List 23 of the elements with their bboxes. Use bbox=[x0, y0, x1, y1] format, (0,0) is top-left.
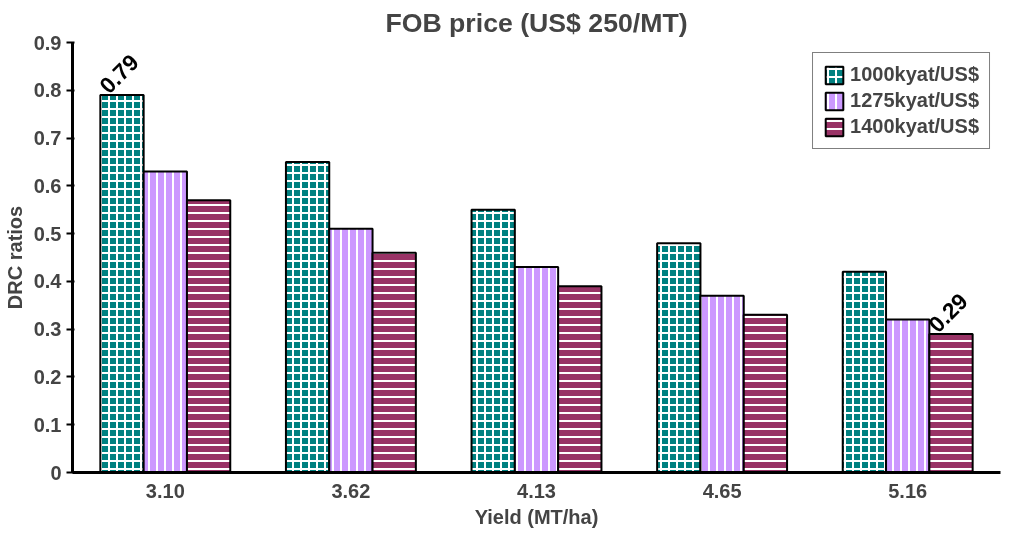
data-label: 0.29 bbox=[923, 287, 973, 338]
y-tick-label: 0 bbox=[50, 461, 62, 484]
y-tick-label: 0.5 bbox=[33, 222, 62, 245]
x-tick-label: 5.16 bbox=[888, 479, 928, 502]
x-tick-label: 4.13 bbox=[517, 479, 556, 502]
x-tick-label: 3.62 bbox=[331, 479, 371, 502]
legend-label: 1400kyat/US$ bbox=[850, 115, 979, 138]
y-tick-label: 0.2 bbox=[33, 365, 62, 388]
y-tick-label: 0.6 bbox=[33, 174, 62, 197]
y-tick-label: 0.3 bbox=[33, 318, 62, 341]
legend-label: 1275kyat/US$ bbox=[850, 89, 979, 112]
x-tick-label: 3.10 bbox=[145, 479, 185, 502]
legend-label: 1000kyat/US$ bbox=[850, 63, 979, 86]
x-axis-title: Yield (MT/ha) bbox=[474, 505, 599, 528]
y-tick-label: 0.7 bbox=[33, 127, 62, 150]
y-tick-label: 0.1 bbox=[33, 413, 62, 436]
y-tick-label: 0.8 bbox=[33, 79, 62, 102]
data-label: 0.79 bbox=[94, 49, 144, 99]
y-tick-label: 0.4 bbox=[33, 270, 63, 293]
chart-title: FOB price (US$ 250/MT) bbox=[385, 7, 688, 38]
x-tick-label: 4.65 bbox=[702, 479, 742, 502]
y-tick-label: 0.9 bbox=[33, 31, 62, 54]
y-axis-title: DRC ratios bbox=[3, 205, 26, 310]
